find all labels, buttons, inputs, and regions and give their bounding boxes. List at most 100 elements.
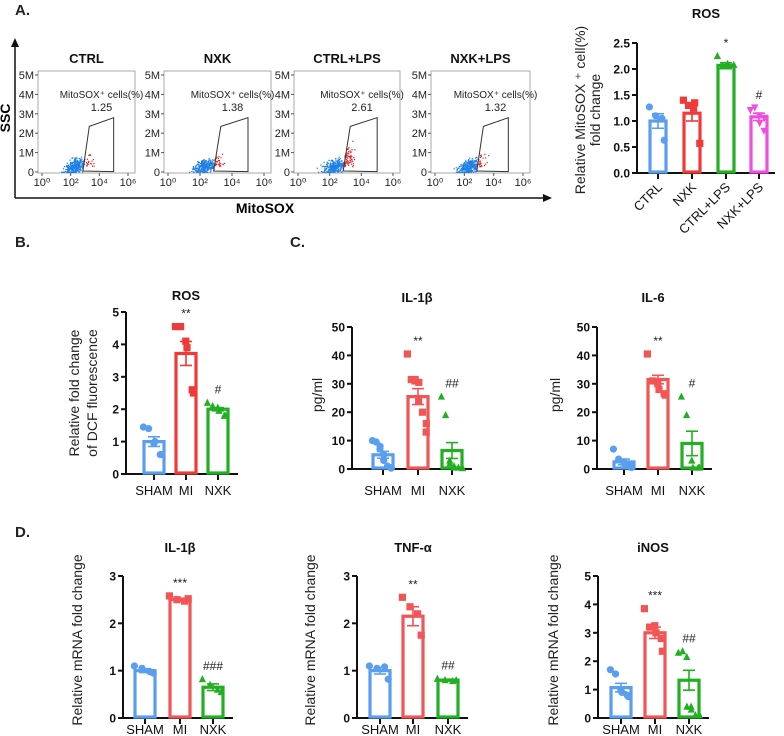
event-dot [340,160,342,163]
y-axis-label: Relative mRNA fold change [69,554,85,725]
gated-event-dot [486,161,488,164]
event-dot [465,163,467,165]
gated-event-dot [479,155,482,157]
data-point [677,392,685,400]
event-dot [332,163,334,166]
data-point [414,610,422,618]
flow-plot-title: NXK [204,51,232,66]
event-dot [71,165,74,167]
flow-plot-ctrl-lps: CTRL+LPS 0 1M 2M 3M 4M 5M 10⁰ 10² 10⁴ 10⁶ MitoSOX⁺ … [275,51,404,189]
event-dot [72,157,74,159]
event-dot [337,158,339,160]
gated-event-dot [93,165,95,167]
event-dot [470,160,473,162]
mitosox-label: MitoSOX [236,200,295,216]
event-dot [208,167,210,169]
gated-event-dot [222,163,224,165]
event-dot [339,164,341,166]
bar [716,63,736,174]
event-dot [471,158,473,160]
event-dot [323,170,326,172]
data-point [651,622,659,630]
event-dot [204,163,206,165]
event-dot [77,168,79,170]
event-dot [76,163,78,165]
event-dot [74,158,76,160]
event-dot [472,160,474,162]
event-dot [329,171,331,173]
event-dot [332,165,335,168]
event-dot [82,162,84,164]
gated-event-dot [216,161,219,163]
data-point [198,675,206,683]
event-dot [206,171,208,173]
category-label: NXK [679,483,706,498]
event-dot [77,167,79,169]
event-dot [322,165,324,167]
data-point [138,664,146,672]
event-dot [467,161,469,163]
data-point [365,662,373,670]
event-dot [461,171,464,173]
event-dot [206,169,208,171]
event-dot [338,170,340,172]
event-dot [67,169,69,172]
event-dot [337,163,339,165]
event-dot [72,170,74,172]
event-dot [339,169,342,171]
data-point [643,350,651,358]
y-tick-label: 2 [343,617,350,631]
y-tick-label: 4M [19,89,34,101]
gated-event-dot [214,163,217,165]
event-dot [463,163,465,165]
x-tick-label: 10² [63,177,79,189]
y-tick-label: 0 [421,167,427,179]
data-point [751,104,759,112]
data-point [184,595,192,603]
significance-annotation: *** [648,589,662,603]
gated-event-dot [484,163,486,165]
event-dot [70,166,72,168]
data-point [145,425,153,433]
event-dot [204,168,207,170]
x-tick-label: 10⁰ [34,177,51,189]
category-label: NXK [670,179,700,209]
event-dot [337,166,340,168]
event-dot [334,164,336,166]
gated-event-dot [347,162,349,164]
flow-plot-title: CTRL [69,51,104,66]
event-dot [333,168,335,170]
event-dot [467,167,469,169]
y-tick-label: 2.0 [613,63,630,77]
gate-polygon [213,116,249,173]
event-dot [201,160,203,162]
event-dot [330,168,332,170]
event-dot [67,164,69,166]
event-dot [473,164,475,166]
event-dot [200,164,202,167]
y-tick-label: 3M [412,109,427,121]
gated-event-dot [479,166,481,168]
event-dot [71,168,73,170]
event-dot [196,171,199,173]
event-dot [338,162,340,164]
event-dot [466,164,468,166]
event-dot [337,161,339,164]
event-dot [458,170,461,173]
event-dot [191,170,193,172]
data-point [406,603,414,611]
event-dot [473,161,475,163]
gated-event-dot [350,151,352,153]
event-dot [66,162,69,164]
event-dot [200,160,203,162]
event-dot [207,168,209,170]
flow-events [189,153,226,173]
x-tick-label: 10⁴ [91,177,108,189]
event-dot [67,171,69,173]
gate-polygon [82,116,115,173]
event-dot [211,167,213,169]
event-dot [201,170,203,172]
event-dot [76,157,78,159]
event-dot [72,166,74,168]
